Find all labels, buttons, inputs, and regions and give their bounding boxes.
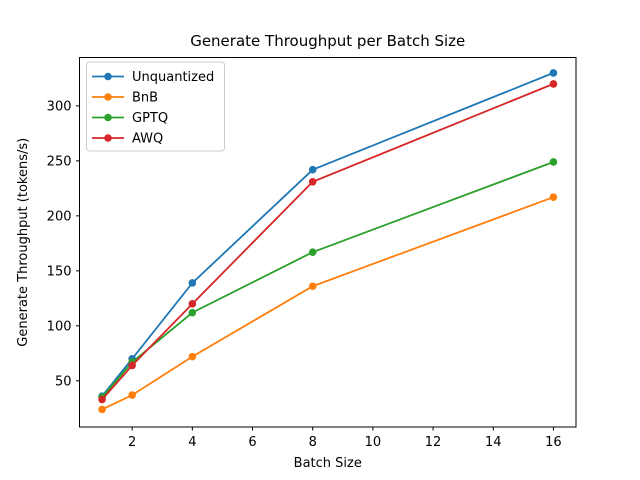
y-tick-label: 200: [47, 209, 72, 224]
x-tick-label: 8: [309, 435, 317, 450]
x-axis: 2 4 6 8 10 12 14 16: [128, 427, 562, 450]
data-point-bnb: [549, 193, 558, 201]
data-point-bnb: [98, 405, 106, 414]
legend-marker-gptq: [104, 113, 112, 122]
series-bnb: [98, 193, 558, 414]
legend-marker-bnb: [104, 93, 112, 101]
data-point-unquantized: [308, 165, 317, 174]
data-point-awq: [308, 177, 317, 186]
x-tick-label: 10: [365, 435, 382, 450]
x-tick-label: 12: [425, 435, 442, 450]
plot-border: [79, 57, 577, 428]
data-point-awq: [188, 300, 197, 308]
data-point-awq: [98, 395, 106, 404]
y-tick-label: 150: [47, 264, 72, 279]
data-point-awq: [549, 80, 558, 88]
data-point-unquantized: [188, 279, 197, 287]
data-point-gptq: [188, 308, 197, 317]
legend-marker-unquantized: [104, 72, 112, 81]
legend-marker-awq: [104, 134, 112, 142]
legend-label-bnb: BnB: [132, 91, 158, 106]
x-tick-label: 14: [485, 435, 502, 450]
legend-label-gptq: GPTQ: [132, 111, 168, 126]
data-point-bnb: [308, 282, 317, 291]
legend-label-awq: AWQ: [132, 132, 163, 147]
x-tick-label: 4: [188, 435, 196, 450]
y-tick-label: 50: [55, 374, 72, 389]
legend: Unquantized BnB GPTQ AWQ: [86, 61, 225, 152]
data-point-bnb: [188, 352, 197, 361]
y-tick-label: 250: [47, 154, 72, 169]
y-axis-label: Generate Throughput (tokens/s): [16, 138, 31, 347]
x-tick-label: 16: [545, 435, 562, 450]
data-point-unquantized: [549, 69, 558, 77]
data-point-gptq: [549, 158, 558, 166]
x-tick-label: 6: [248, 435, 256, 450]
y-tick-label: 100: [47, 319, 72, 334]
data-point-gptq: [308, 248, 317, 256]
x-axis-label: Batch Size: [294, 456, 362, 471]
series-awq: [98, 80, 558, 404]
x-tick-label: 2: [128, 435, 136, 450]
y-axis: 50 100 150 200 250 300: [47, 99, 80, 389]
data-point-bnb: [128, 391, 136, 399]
legend-label-unquantized: Unquantized: [132, 70, 214, 85]
y-tick-label: 300: [47, 99, 72, 114]
legend-box: [86, 61, 225, 152]
chart-title: Generate Throughput per Batch Size: [190, 32, 465, 50]
data-point-awq: [128, 361, 136, 370]
